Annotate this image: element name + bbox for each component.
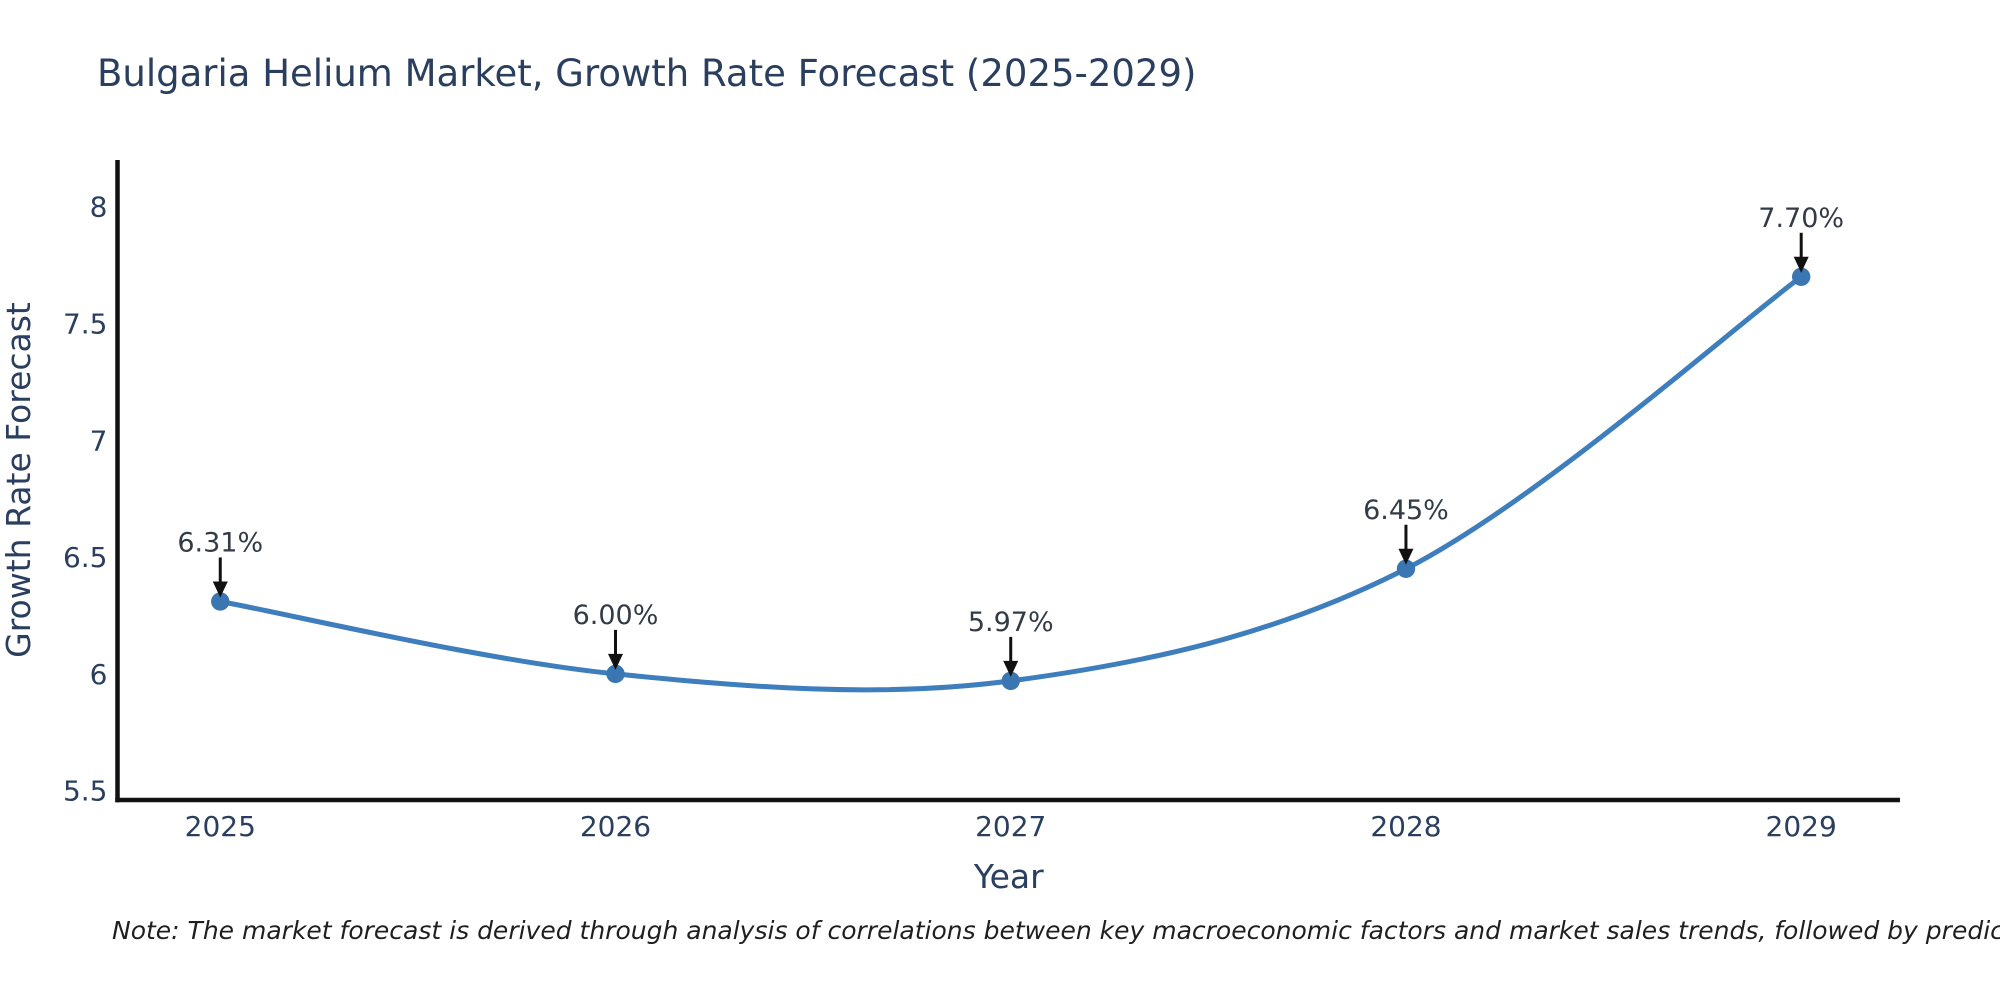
x-tick-label: 2026 [580, 810, 651, 843]
y-axis-title: Growth Rate Forecast [0, 302, 38, 658]
data-point-label: 5.97% [968, 607, 1054, 638]
x-tick-label: 2028 [1370, 810, 1441, 843]
y-tick-label: 7 [90, 424, 108, 457]
annotation-arrowhead-icon [607, 653, 623, 670]
data-point-2025[interactable] [211, 592, 230, 611]
x-tick-label: 2029 [1766, 810, 1837, 843]
data-point-label: 7.70% [1758, 203, 1844, 234]
footnote: Note: The market forecast is derived thr… [112, 916, 2000, 945]
x-tick-label: 2027 [975, 810, 1046, 843]
chart-title: Bulgaria Helium Market, Growth Rate Fore… [97, 52, 1197, 95]
data-point-2026[interactable] [606, 664, 625, 684]
annotation-arrowhead-icon [1793, 256, 1809, 273]
data-point-label: 6.31% [177, 527, 263, 558]
annotation-arrowhead-icon [1003, 660, 1019, 677]
x-axis-title: Year [973, 857, 1044, 896]
forecast-line [217, 274, 1804, 693]
y-tick-label: 6.5 [63, 541, 108, 574]
annotation-arrowhead-icon [212, 581, 228, 598]
y-tick-label: 8 [90, 191, 108, 224]
x-tick-label: 2025 [185, 810, 256, 843]
y-tick-label: 7.5 [63, 308, 108, 341]
data-point-2029[interactable] [1791, 267, 1811, 286]
data-point-label: 6.00% [573, 600, 659, 631]
data-point-2028[interactable] [1396, 559, 1416, 578]
y-tick-label: 6 [90, 658, 108, 691]
annotation-arrowhead-icon [1398, 548, 1414, 565]
data-point-2027[interactable] [1001, 671, 1020, 691]
y-tick-label: 5.5 [63, 775, 108, 808]
data-point-label: 6.45% [1363, 495, 1449, 526]
